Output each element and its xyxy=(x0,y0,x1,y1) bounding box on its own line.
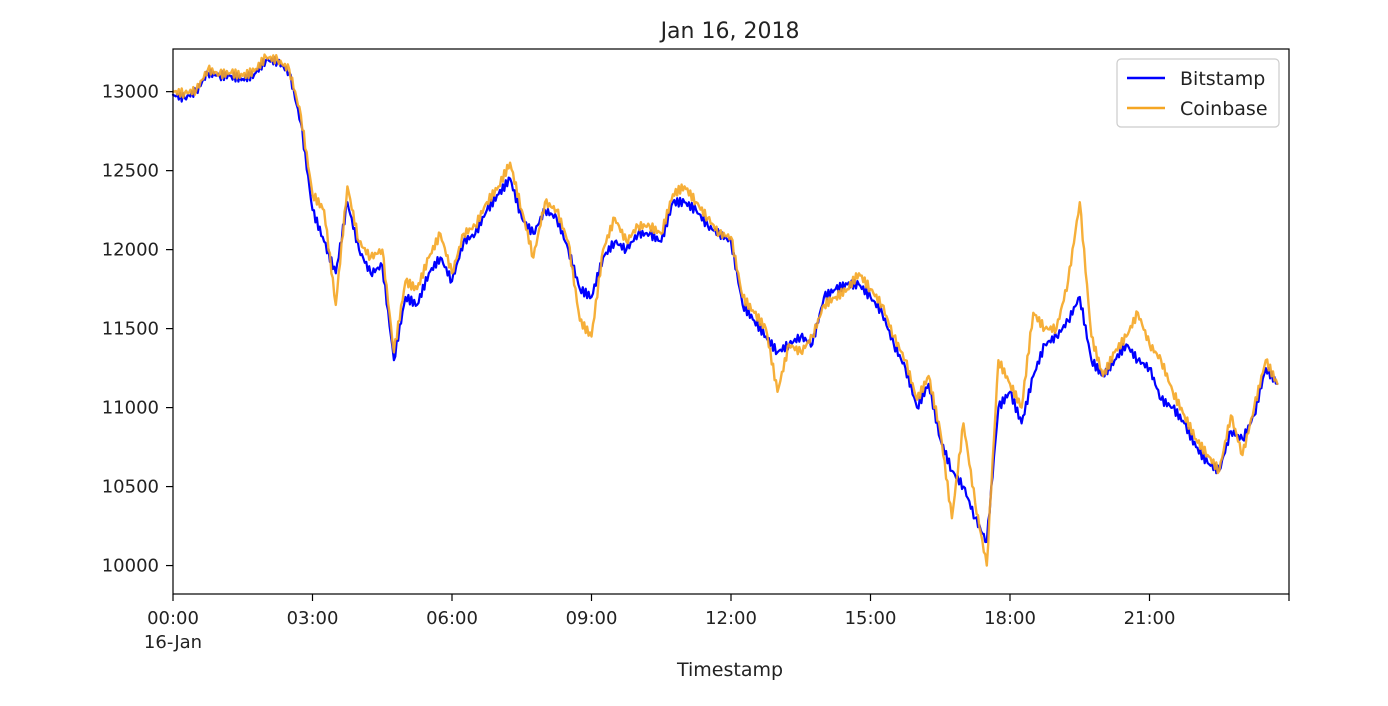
x-tick-label: 09:00 xyxy=(566,608,618,629)
series-line-bitstamp xyxy=(171,56,1279,544)
y-tick-label: 12000 xyxy=(102,240,159,261)
x-tick-label: 12:00 xyxy=(705,608,757,629)
y-tick-label: 12500 xyxy=(102,161,159,182)
x-tick-label: 15:00 xyxy=(845,608,897,629)
x-tick-label: 18:00 xyxy=(984,608,1036,629)
legend-label: Coinbase xyxy=(1180,98,1268,120)
x-tick-label: 21:00 xyxy=(1124,608,1176,629)
plot-frame xyxy=(172,48,1290,595)
y-tick-label: 11500 xyxy=(102,319,159,340)
series-line-coinbase xyxy=(171,53,1279,567)
x-tick-sublabel: 16-Jan xyxy=(144,632,202,653)
x-tick-label: 00:00 xyxy=(147,608,199,629)
y-tick-label: 11000 xyxy=(102,398,159,419)
x-tick-label: 03:00 xyxy=(287,608,339,629)
legend: Bitstamp Coinbase xyxy=(1116,58,1280,128)
x-tick-label: 06:00 xyxy=(426,608,478,629)
y-tick-label: 10500 xyxy=(102,477,159,498)
y-tick-label: 10000 xyxy=(102,556,159,577)
x-axis: 00:00 16-Jan 03:00 06:00 09:00 12:00 15:00 18:0… xyxy=(144,594,1290,653)
chart-title: Jan 16, 2018 xyxy=(659,19,800,44)
x-axis-label: Timestamp xyxy=(676,659,783,681)
legend-box xyxy=(1116,58,1280,128)
y-axis: 10000 10500 11000 11500 12000 12500 13000 xyxy=(102,82,173,577)
y-tick-label: 13000 xyxy=(102,82,159,103)
legend-label: Bitstamp xyxy=(1180,68,1265,90)
plot-area xyxy=(171,53,1279,567)
